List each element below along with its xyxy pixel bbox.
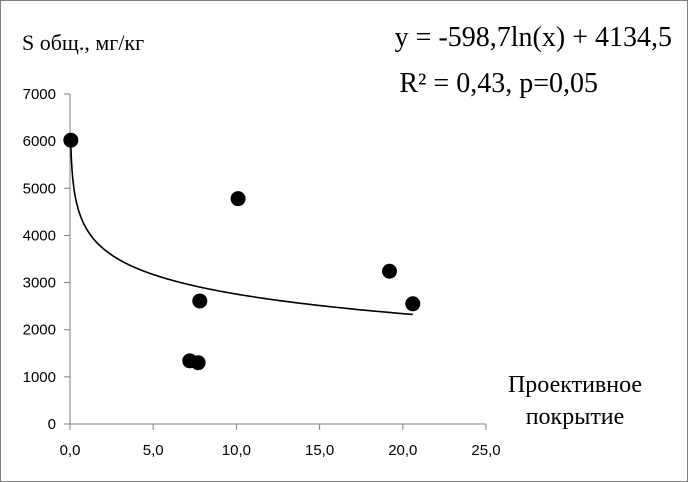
data-point (192, 293, 208, 309)
trend-equation: y = -598,7ln(x) + 4134,5 (395, 22, 672, 53)
x-axis-label-line2: покрытие (526, 404, 625, 430)
x-tick-label: 0,0 (60, 442, 81, 459)
y-tick-label: 1000 (23, 369, 56, 386)
x-tick-label: 25,0 (471, 442, 500, 459)
x-axis-label-line1: Проективное (508, 372, 642, 398)
y-tick-label: 3000 (23, 275, 56, 292)
tick-labels: 0,0 5,0 10,0 15,0 20,0 25,0 0 1000 2000 3000 4000 5… (23, 86, 501, 459)
y-tick-label: 0 (48, 416, 56, 433)
y-tick-label: 5000 (23, 180, 56, 197)
x-tick-label: 5,0 (143, 442, 164, 459)
data-point (230, 191, 246, 207)
r-squared-text: R² = 0,43, p=0,05 (399, 68, 598, 99)
data-point (381, 263, 397, 279)
axes (69, 94, 486, 425)
data-point (63, 132, 79, 148)
y-tick-label: 6000 (23, 133, 56, 150)
x-tick-label: 10,0 (222, 442, 251, 459)
y-tick-label: 4000 (23, 227, 56, 244)
data-point (405, 296, 421, 312)
y-axis-label: S общ., мг/кг (22, 30, 144, 55)
y-tick-label: 2000 (23, 322, 56, 339)
x-tick-label: 15,0 (305, 442, 334, 459)
trendline (70, 144, 413, 316)
ticks (64, 93, 487, 430)
y-tick-label: 7000 (23, 86, 56, 103)
x-tick-label: 20,0 (388, 442, 417, 459)
data-points (63, 132, 421, 371)
data-point (190, 355, 206, 371)
